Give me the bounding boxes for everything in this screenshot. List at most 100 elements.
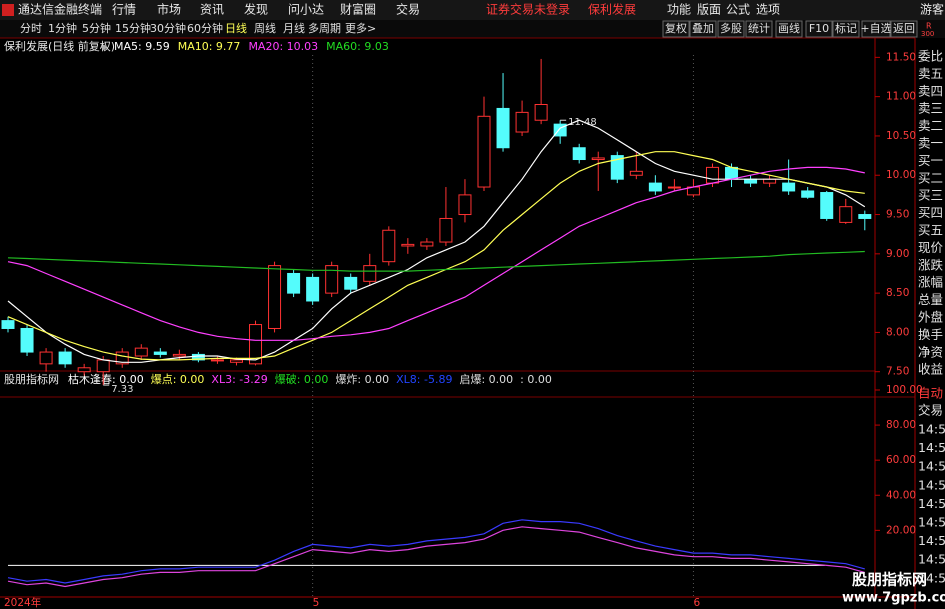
menu-item[interactable]: 问小达 — [288, 3, 324, 17]
button[interactable] — [805, 20, 833, 38]
price-label: 11.48 — [568, 117, 597, 128]
time-label: 14:56 — [918, 477, 945, 492]
candle-body — [667, 186, 681, 189]
candle-body — [191, 353, 205, 361]
quote-label: 涨幅 — [918, 275, 943, 290]
menu-item[interactable]: 行情 — [112, 3, 136, 17]
candle-body — [515, 111, 529, 133]
button-label[interactable]: 画线 — [778, 21, 800, 35]
quote-label: 买四 — [918, 205, 943, 220]
button[interactable] — [832, 20, 860, 38]
candle-body — [249, 324, 263, 365]
period-tab[interactable]: 30分钟 — [150, 21, 186, 35]
period-tab[interactable]: 分时 — [20, 22, 42, 35]
app-title: 通达信金融终端 — [18, 2, 102, 17]
period-tab[interactable]: 15分钟 — [115, 21, 151, 35]
time-label: 14:56 — [918, 552, 945, 567]
ma-label: MA20: 10.03 — [248, 40, 318, 53]
indicator-item: 爆破: 0.00 — [275, 372, 329, 386]
candle-body — [210, 359, 224, 362]
quote-label: 买五 — [918, 223, 943, 238]
time-label: 14:56 — [918, 570, 945, 585]
candle-body — [268, 265, 282, 329]
price-label: 7.33 — [111, 384, 133, 395]
indicator-item: 爆炸: 0.00 — [335, 372, 389, 386]
stock[interactable]: 保利发展 — [588, 2, 636, 17]
y-tick-label: 100.00 — [886, 384, 923, 396]
candle-body — [58, 351, 72, 365]
auto-label[interactable]: 自动 — [918, 386, 943, 401]
quote-label: 卖四 — [918, 83, 943, 98]
ma-line — [7, 119, 866, 363]
period-tab[interactable]: 日线 — [225, 21, 247, 35]
candle-body — [306, 276, 320, 302]
candle-body — [496, 107, 510, 149]
indicator-item: XL3: -3.29 — [211, 373, 267, 386]
guest[interactable]: 游客 — [920, 2, 944, 17]
period-tab[interactable]: 月线 — [283, 21, 305, 35]
candle-body — [858, 214, 872, 219]
candle-body — [782, 182, 796, 192]
app-icon — [2, 4, 14, 16]
period-tab[interactable]: 5分钟 — [82, 21, 111, 35]
menu-item[interactable]: 市场 — [157, 2, 181, 17]
menu-item[interactable]: 版面 — [697, 3, 721, 17]
indicator-item: XL8: -5.89 — [396, 373, 452, 386]
menu-bar — [0, 0, 945, 20]
y-tick-label: 11.50 — [886, 51, 916, 63]
quote-label: 换手 — [918, 327, 943, 342]
button[interactable] — [689, 20, 717, 38]
time-label: 14:56 — [918, 533, 945, 548]
button[interactable] — [890, 20, 918, 38]
menu-item[interactable]: 交易 — [396, 2, 420, 17]
button[interactable] — [861, 20, 891, 38]
button[interactable] — [745, 20, 773, 38]
button[interactable] — [775, 20, 803, 38]
candle-body — [77, 367, 91, 373]
period-tab[interactable]: 周线 — [254, 21, 276, 35]
button-label[interactable]: 统计 — [748, 22, 770, 35]
quote-label: 委比 — [918, 49, 943, 64]
notice[interactable]: 证券交易未登录 — [486, 2, 570, 17]
button-label[interactable]: 复权 — [665, 21, 687, 35]
y-tick-label: 60.00 — [886, 454, 916, 466]
period-tab[interactable]: 更多> — [345, 21, 376, 35]
button-label[interactable]: 标记 — [835, 21, 857, 35]
button-label[interactable]: 多股 — [720, 21, 742, 35]
period-tab[interactable]: 1分钟 — [48, 21, 77, 35]
menu-item[interactable]: 功能 — [667, 3, 691, 17]
period-tab[interactable]: 多周期 — [308, 21, 341, 35]
candle-body — [591, 157, 605, 161]
menu-item[interactable]: 公式 — [726, 3, 750, 17]
corner: R — [926, 22, 932, 31]
time-label: 14:56 — [918, 440, 945, 455]
trade-label[interactable]: 交易 — [918, 403, 943, 418]
menu-item[interactable]: 发现 — [244, 2, 268, 17]
y-tick-label: 80.00 — [886, 419, 916, 431]
menu-item[interactable]: 选项 — [756, 3, 780, 17]
candle-body — [382, 229, 396, 263]
button-label[interactable]: 返回 — [893, 22, 915, 35]
indicator-item: 爆点: 0.00 — [151, 372, 205, 386]
candle-body — [705, 166, 719, 184]
y-tick-label: 10.50 — [886, 130, 916, 142]
button[interactable] — [717, 20, 745, 38]
indicator-item: 启爆: 0.00 — [459, 372, 513, 386]
button-label[interactable]: +自选 — [860, 22, 891, 35]
y-tick-label: 11.00 — [886, 91, 916, 103]
candle-body — [610, 155, 624, 180]
candle-body — [134, 347, 148, 357]
corner: 300 — [921, 30, 934, 38]
period-tab[interactable]: 60分钟 — [187, 21, 223, 35]
candle-body — [629, 170, 643, 176]
time-label: 14:56 — [918, 459, 945, 474]
button[interactable] — [662, 20, 690, 38]
quote-label: 净资 — [918, 344, 943, 359]
menu-item[interactable]: 财富圈 — [340, 2, 376, 17]
menu-item[interactable]: 资讯 — [200, 3, 224, 17]
quote-label: 买二 — [918, 170, 943, 185]
button-label[interactable]: F10 — [809, 22, 829, 35]
button-label[interactable]: 叠加 — [692, 22, 714, 35]
candle-body — [153, 351, 167, 355]
